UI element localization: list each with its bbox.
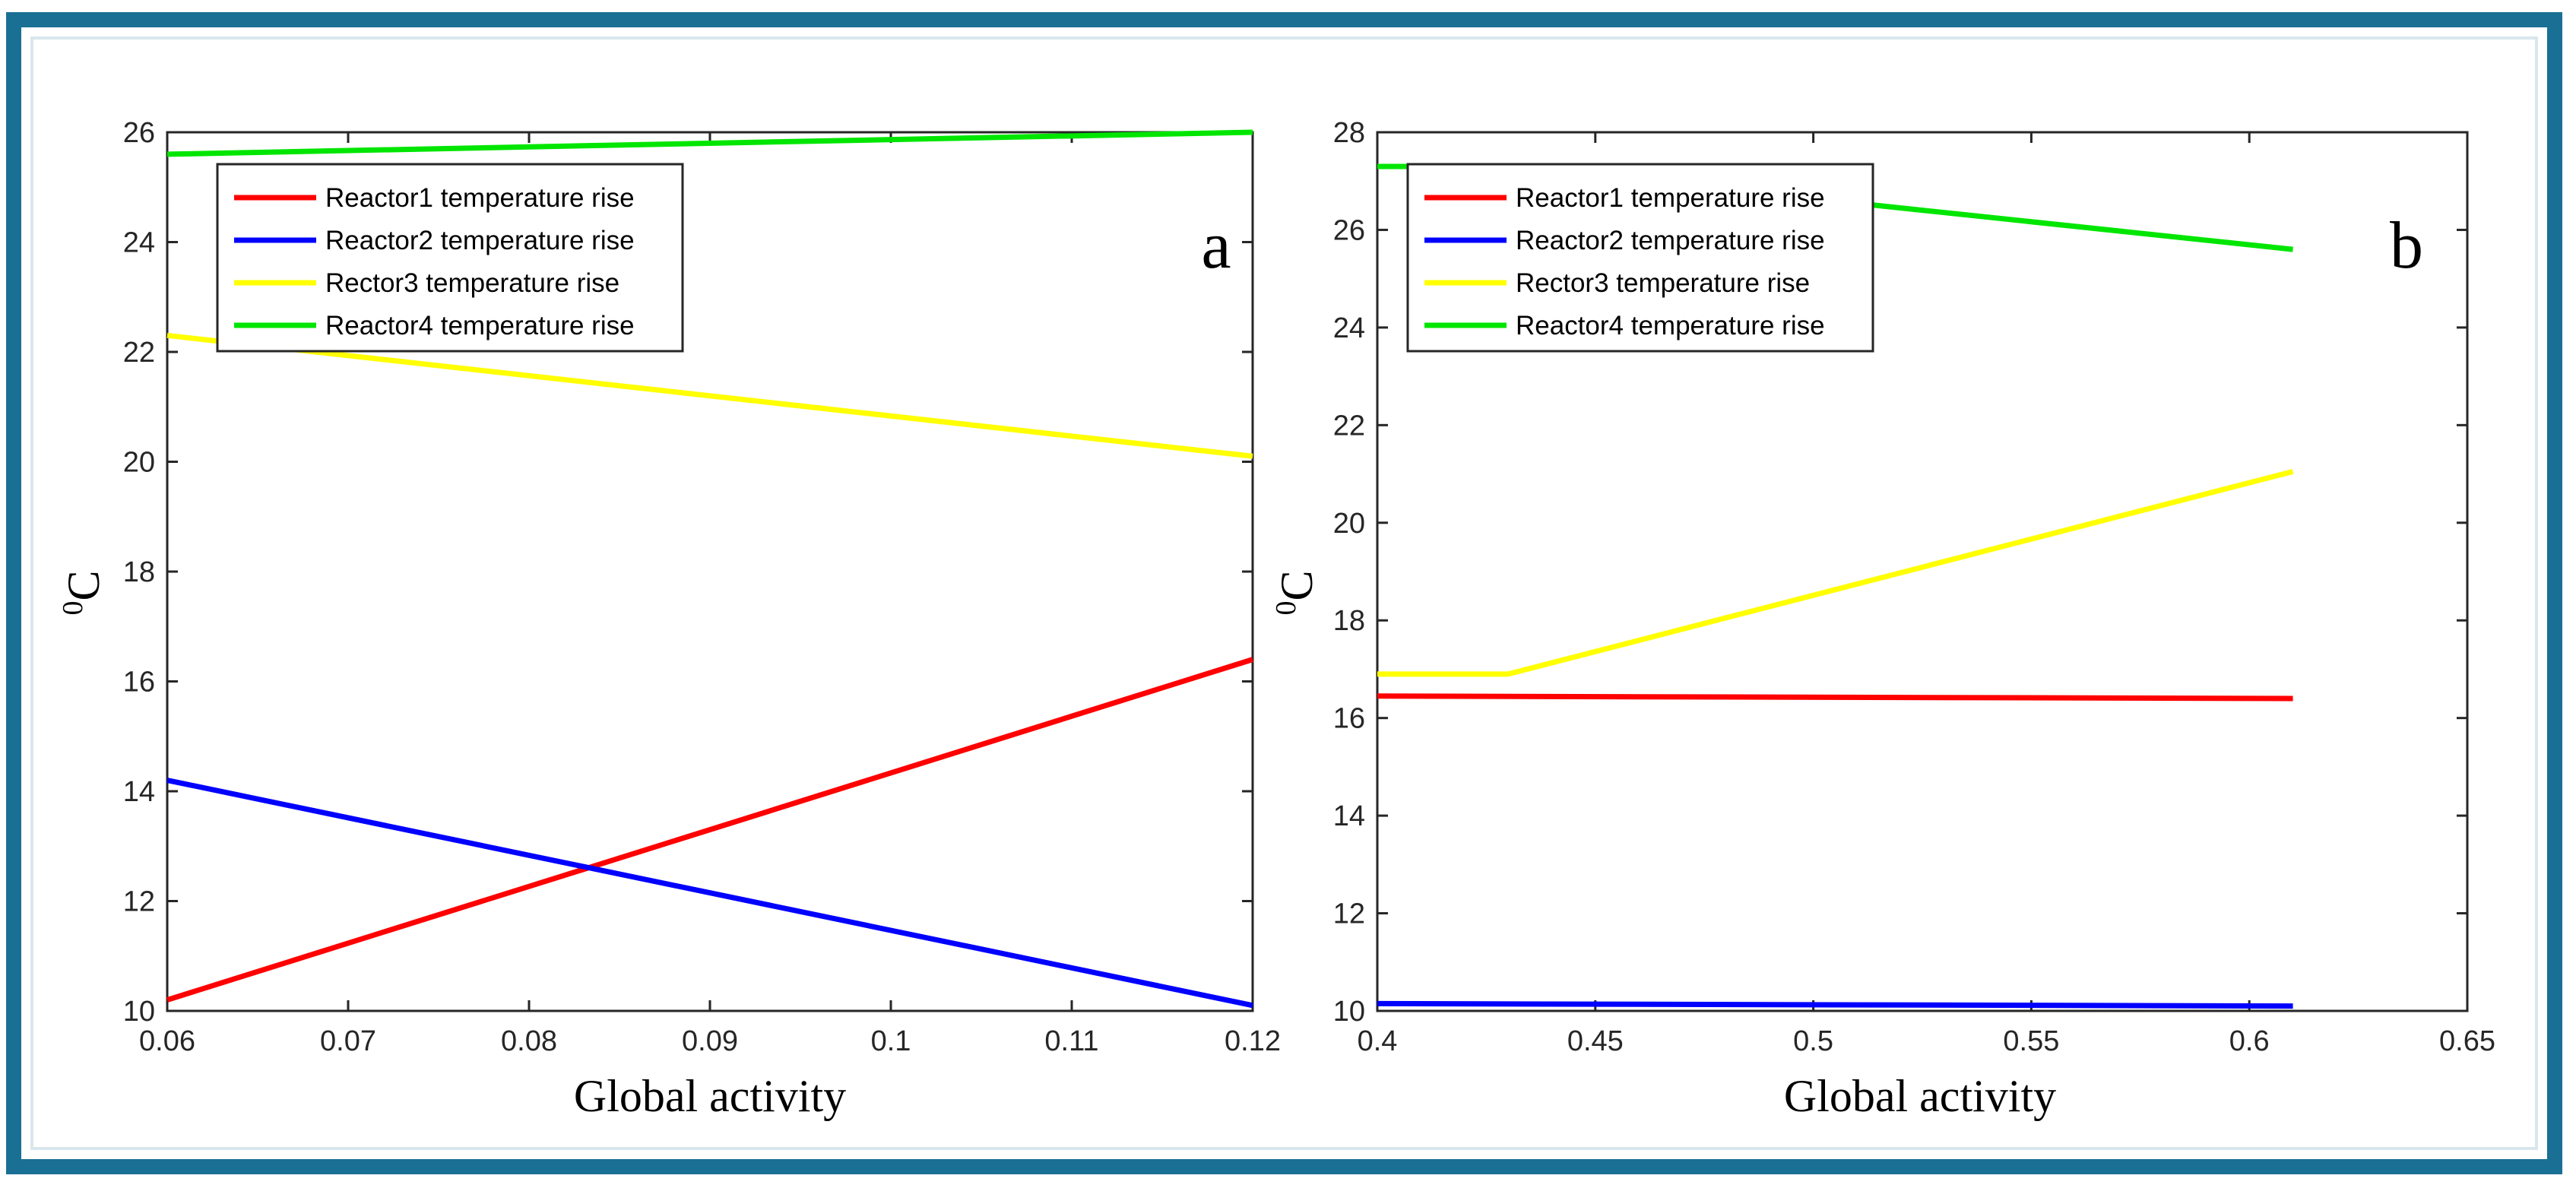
panel-a-x-tick-label: 0.06 — [139, 1025, 195, 1057]
chart-panel-a: 0.06 0.07 0.08 0.09 0.1 0.11 0.12 10 12 14 16 18 20 2… — [57, 117, 1281, 1121]
panel-b-legend-label: Reactor4 temperature rise — [1516, 311, 1825, 341]
panel-a-legend-label: Rector3 temperature rise — [325, 268, 619, 298]
panel-b-series-rector3-temperature-rise — [1377, 468, 2294, 677]
panel-a-x-tick-label: 0.12 — [1225, 1025, 1281, 1057]
panel-b-y-axis-label: 0C — [1270, 570, 1322, 615]
panel-b-series-reactor2-temperature-rise — [1377, 1000, 2293, 1009]
panel-a-y-tick-label: 26 — [123, 117, 155, 149]
panel-b-legend-label: Reactor1 temperature rise — [1516, 183, 1825, 213]
panel-a-y-tick-label: 24 — [123, 227, 155, 259]
panel-a-y-axis-label-main: C — [59, 570, 109, 600]
panel-b-x-tick-label: 0.45 — [1567, 1025, 1624, 1057]
panel-b-y-tick-label: 28 — [1333, 117, 1365, 149]
panel-a-series-reactor1-temperature-rise — [166, 657, 1254, 1003]
panel-b-legend-label: Reactor2 temperature rise — [1516, 226, 1825, 255]
panel-a-y-tick-label: 22 — [123, 337, 155, 369]
panel-a-y-axis-label-sup: 0 — [57, 601, 89, 616]
panel-b-y-tick-label: 24 — [1333, 312, 1365, 344]
panel-a-y-tick-label: 18 — [123, 556, 155, 588]
panel-a-legend-label: Reactor2 temperature rise — [325, 226, 635, 255]
panel-a-y-axis-label: 0C — [57, 570, 109, 615]
panel-a-legend-label: Reactor4 temperature rise — [325, 311, 635, 341]
chart-panel-b: 0.4 0.45 0.5 0.55 0.6 0.65 10 12 14 16 18 20 22 24 26 2… — [1270, 117, 2495, 1121]
panel-b-x-tick-label: 0.6 — [2229, 1025, 2270, 1057]
panel-a-y-tick-label: 10 — [123, 996, 155, 1028]
panel-b-y-axis-label-sup: 0 — [1270, 601, 1302, 616]
panel-a-y-tick-label: 14 — [123, 776, 155, 808]
inner-border — [30, 36, 2538, 1150]
panel-b-x-tick-label: 0.55 — [2003, 1025, 2059, 1057]
panel-b-series-reactor1-temperature-rise — [1377, 693, 2293, 702]
panel-b-legend-label: Rector3 temperature rise — [1516, 268, 1810, 298]
panel-b-y-tick-label: 22 — [1333, 410, 1365, 442]
panel-b-x-axis-label: Global activity — [1784, 1071, 2056, 1121]
panel-a-x-tick-label: 0.07 — [320, 1025, 376, 1057]
panel-b-y-tick-label: 12 — [1333, 898, 1365, 930]
panel-b-x-tick-label: 0.4 — [1358, 1025, 1398, 1057]
panel-a-series-rector3-temperature-rise — [166, 332, 1253, 459]
panel-a-y-tick-label: 12 — [123, 886, 155, 918]
panel-b-y-tick-label: 10 — [1333, 996, 1365, 1028]
panel-a-x-axis-label: Global activity — [574, 1071, 846, 1121]
panel-a-series-reactor2-temperature-rise — [166, 778, 1253, 1009]
panel-a-y-tick-label: 16 — [123, 667, 155, 699]
panel-b-y-tick-label: 20 — [1333, 508, 1365, 540]
panel-b-x-tick-label: 0.65 — [2439, 1025, 2495, 1057]
panel-b-x-tick-label: 0.5 — [1793, 1025, 1833, 1057]
panel-b-y-tick-label: 26 — [1333, 214, 1365, 246]
panel-b-y-axis-label-main: C — [1272, 570, 1322, 600]
panel-a-y-tick-label: 20 — [123, 447, 155, 479]
panel-b-y-tick-label: 18 — [1333, 605, 1365, 637]
panel-a-x-tick-label: 0.11 — [1044, 1025, 1098, 1057]
outer-border — [6, 12, 2562, 1174]
panel-a-label: a — [1201, 209, 1231, 283]
panel-b-y-tick-label: 14 — [1333, 800, 1365, 832]
panel-a-legend-label: Reactor1 temperature rise — [325, 183, 635, 213]
panel-b-label: b — [2390, 209, 2423, 283]
panel-a-x-tick-label: 0.09 — [682, 1025, 738, 1057]
panel-a-series-reactor4-temperature-rise — [166, 129, 1253, 157]
panel-b-y-tick-label: 16 — [1333, 703, 1365, 735]
panel-a-x-tick-label: 0.08 — [501, 1025, 557, 1057]
panel-a-x-tick-label: 0.1 — [871, 1025, 911, 1057]
